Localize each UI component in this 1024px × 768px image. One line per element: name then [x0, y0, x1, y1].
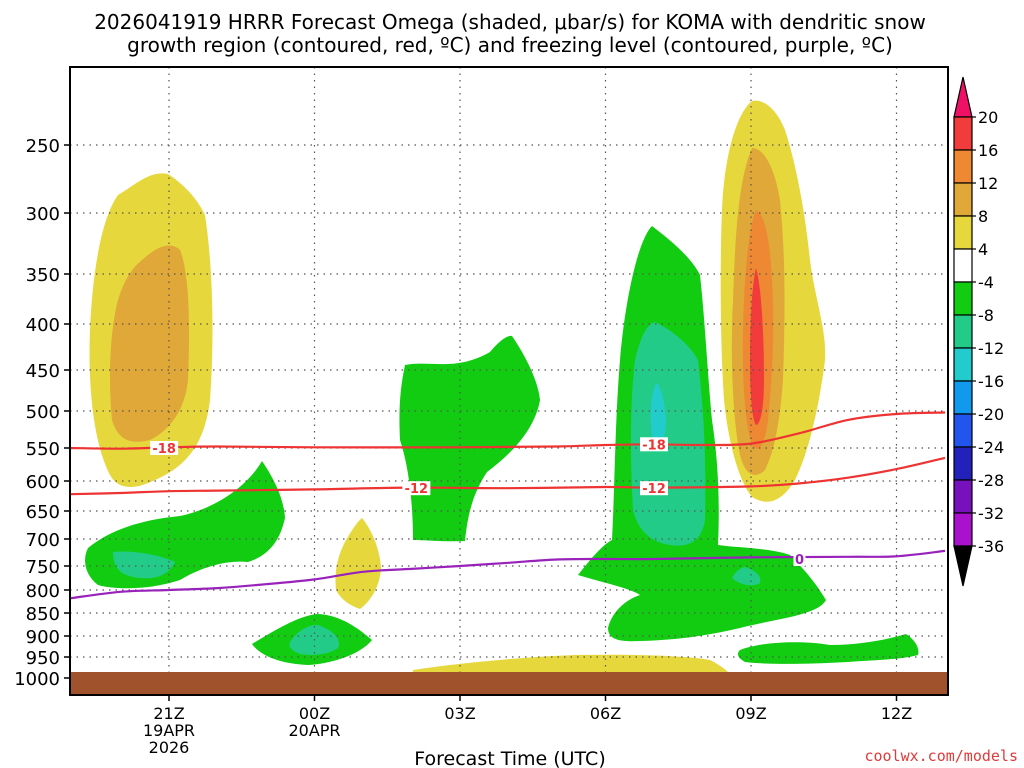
omega-12-region-06z — [650, 383, 666, 447]
chart-title-line2: growth region (contoured, red, ºC) and f… — [127, 33, 893, 57]
temperature-isolines — [69, 411, 946, 600]
x-tick-label: 00Z — [299, 704, 330, 723]
x-tick-year: 2026 — [149, 738, 190, 757]
colorbar-swatch — [953, 512, 973, 547]
y-tick-label: 450 — [26, 361, 60, 382]
colorbar-swatch — [953, 479, 973, 514]
colorbar-swatch — [953, 248, 973, 283]
contour-label: 0 — [795, 553, 804, 568]
colorbar-label: -16 — [978, 372, 1004, 391]
isoline-18c — [69, 411, 946, 450]
contour-label-bg — [793, 551, 806, 566]
x-tick-label: 21Z — [153, 704, 184, 723]
x-axis-label: Forecast Time (UTC) — [414, 748, 605, 768]
colorbar-swatch — [953, 116, 973, 151]
y-tick-label: 750 — [26, 557, 60, 578]
contour-label-bg — [150, 441, 179, 455]
colorbar-label: 20 — [978, 108, 998, 127]
ground-surface — [70, 672, 948, 695]
y-tick-label: 800 — [26, 581, 60, 602]
colorbar-swatch — [953, 281, 973, 316]
colorbar-label: -4 — [978, 273, 994, 292]
contour-label: -12 — [642, 482, 666, 497]
colorbar-label: 12 — [978, 174, 998, 193]
x-tick-date: 20APR — [288, 721, 340, 740]
x-tick-label: 09Z — [735, 704, 766, 723]
colorbar-swatch — [953, 380, 973, 415]
y-tick-label: 400 — [26, 315, 60, 336]
colorbar-swatch — [953, 413, 973, 448]
contour-label-bg — [640, 481, 668, 496]
colorbar-label: -12 — [978, 339, 1004, 358]
contour-label-bg — [640, 437, 668, 452]
omega-16-region-09z — [750, 268, 764, 425]
colorbar-swatch — [953, 347, 973, 382]
x-tick-label: 03Z — [444, 704, 475, 723]
y-tick-label: 550 — [26, 439, 60, 460]
y-tick-label: 850 — [26, 604, 60, 625]
colorbar-swatch-bottom — [953, 545, 973, 587]
colorbar-label: 8 — [978, 207, 988, 226]
omega-positive-region-01z — [335, 518, 381, 609]
plot-area: -18 -18 -12 -12 0 — [69, 66, 949, 696]
y-tick-label: 1000 — [14, 669, 60, 690]
y-axis-pressure: 2503003504004505005506006507007508008509… — [14, 136, 70, 690]
x-tick-date: 19APR — [143, 721, 195, 740]
omega-8-region-21z-low — [113, 551, 175, 579]
x-tick-label: 12Z — [881, 704, 912, 723]
colorbar-swatch-top — [953, 76, 973, 118]
colorbar-swatch — [953, 215, 973, 250]
chart-title-line1: 2026041919 HRRR Forecast Omega (shaded, … — [94, 10, 926, 34]
contour-label-bg — [402, 481, 431, 496]
omega-8-region-06z — [630, 322, 706, 546]
colorbar-label: -32 — [978, 504, 1004, 523]
y-tick-label: 650 — [26, 502, 60, 523]
colorbar-label: -28 — [978, 471, 1004, 490]
isoline-12c — [69, 456, 946, 496]
colorbar-swatch — [953, 446, 973, 481]
contour-label: -18 — [642, 438, 666, 453]
colorbar-swatch — [953, 182, 973, 217]
colorbar-swatch — [953, 314, 973, 349]
omega-shading — [85, 100, 919, 672]
colorbar-label: 4 — [978, 240, 988, 259]
omega-negative-region-03z — [399, 335, 540, 542]
omega-8-small-09z — [732, 567, 761, 586]
colorbar-label: -20 — [978, 405, 1004, 424]
y-tick-label: 900 — [26, 627, 60, 648]
y-tick-label: 500 — [26, 402, 60, 423]
y-tick-label: 300 — [26, 204, 60, 225]
colorbar-label: -8 — [978, 306, 994, 325]
contour-labels: -18 -18 -12 -12 0 — [150, 437, 806, 568]
omega-negative-region-12z-low — [737, 634, 919, 664]
omega-positive-region-surface — [413, 654, 728, 672]
colorbar-label: -36 — [978, 537, 1004, 556]
y-tick-label: 600 — [26, 472, 60, 493]
isoline-0c — [69, 549, 946, 600]
contour-label: -18 — [152, 442, 176, 457]
credit-text: coolwx.com/models — [864, 747, 1018, 765]
y-tick-label: 250 — [26, 136, 60, 157]
x-tick-label: 06Z — [590, 704, 621, 723]
y-tick-label: 350 — [26, 265, 60, 286]
y-tick-label: 700 — [26, 530, 60, 551]
contour-label: -12 — [405, 482, 429, 497]
colorbar-label: 16 — [978, 141, 998, 160]
chart-grid — [70, 67, 948, 695]
y-tick-label: 950 — [26, 648, 60, 669]
colorbar-legend: 20 16 12 8 4 -4 -8 -12 -16 -20 -24 -28 -32 -36 — [953, 76, 1004, 587]
plot-frame — [69, 66, 949, 696]
colorbar-label: -24 — [978, 438, 1004, 457]
colorbar-swatch — [953, 149, 973, 184]
